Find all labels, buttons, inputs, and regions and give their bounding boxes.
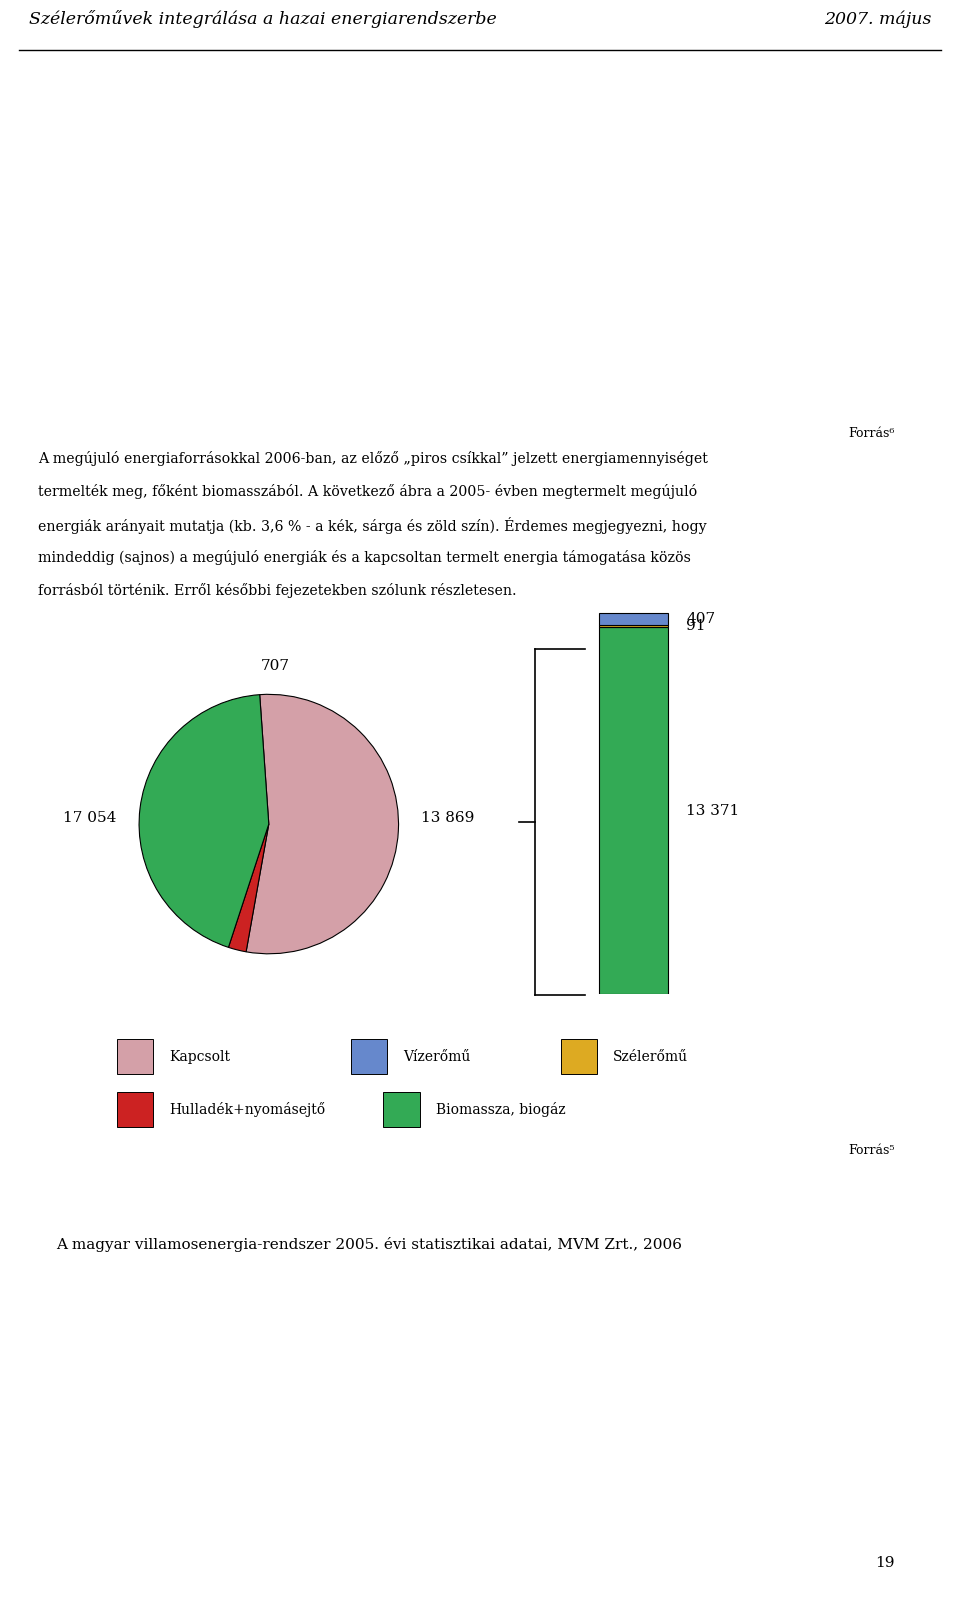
Text: mindeddig (sajnos) a megújuló energiák és a kapcsoltan termelt energia támogatás: mindeddig (sajnos) a megújuló energiák é… bbox=[38, 551, 691, 565]
Text: 13 869: 13 869 bbox=[421, 810, 474, 825]
Text: 17 054: 17 054 bbox=[63, 810, 116, 825]
FancyBboxPatch shape bbox=[117, 1092, 154, 1128]
Text: Biomassza, biogáz: Biomassza, biogáz bbox=[436, 1102, 565, 1116]
Text: 2007. május: 2007. május bbox=[824, 10, 931, 27]
Text: 707: 707 bbox=[261, 659, 290, 673]
FancyBboxPatch shape bbox=[561, 1039, 597, 1075]
Text: 19: 19 bbox=[876, 1556, 895, 1569]
Text: 13 371: 13 371 bbox=[686, 804, 739, 817]
Text: Vízerőmű: Vízerőmű bbox=[403, 1050, 470, 1063]
Bar bbox=[599, 625, 668, 627]
Text: A magyar villamosenergia-rendszer 2005. évi statisztikai adatai, MVM Zrt., 2006: A magyar villamosenergia-rendszer 2005. … bbox=[56, 1237, 682, 1252]
FancyBboxPatch shape bbox=[351, 1039, 387, 1075]
Wedge shape bbox=[228, 825, 269, 952]
Text: Forrás⁵: Forrás⁵ bbox=[849, 1144, 895, 1157]
Text: Szélerőművek integrálása a hazai energiarendszerbe: Szélerőművek integrálása a hazai energia… bbox=[29, 10, 496, 27]
FancyBboxPatch shape bbox=[117, 1039, 154, 1075]
Text: termelték meg, főként biomasszából. A következő ábra a 2005- évben megtermelt me: termelték meg, főként biomasszából. A kö… bbox=[38, 485, 698, 499]
Text: A megújuló energiaforrásokkal 2006-ban, az előző „piros csíkkal” jelzett energia: A megújuló energiaforrásokkal 2006-ban, … bbox=[38, 451, 708, 467]
Wedge shape bbox=[246, 694, 398, 954]
Bar bbox=[599, 614, 668, 625]
Bar bbox=[599, 627, 668, 994]
Wedge shape bbox=[139, 694, 269, 947]
Text: Szélerőmű: Szélerőmű bbox=[613, 1050, 688, 1063]
Text: 91: 91 bbox=[686, 619, 706, 633]
Text: Kapcsolt: Kapcsolt bbox=[170, 1050, 230, 1063]
Text: Hulladék+nyomásejtő: Hulladék+nyomásejtő bbox=[170, 1102, 325, 1116]
Text: forrásból történik. Erről későbbi fejezetekben szólunk részletesen.: forrásból történik. Erről későbbi fejeze… bbox=[38, 583, 517, 598]
FancyBboxPatch shape bbox=[383, 1092, 420, 1128]
Text: 407: 407 bbox=[686, 612, 715, 627]
Text: energiák arányait mutatja (kb. 3,6 % - a kék, sárga és zöld szín). Érdemes megje: energiák arányait mutatja (kb. 3,6 % - a… bbox=[38, 517, 707, 535]
Text: Forrás⁶: Forrás⁶ bbox=[849, 427, 895, 440]
